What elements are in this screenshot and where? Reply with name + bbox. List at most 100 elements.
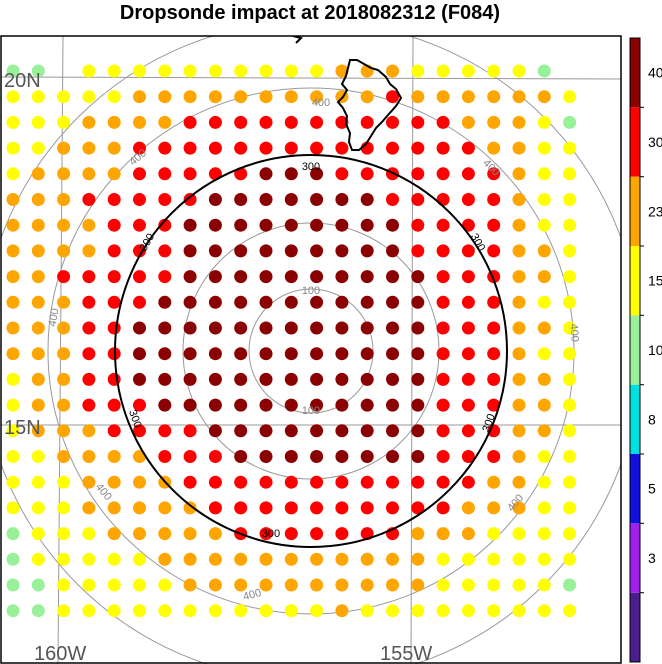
impact-dot-orange bbox=[335, 578, 349, 592]
impact-dot-darkred bbox=[284, 270, 298, 284]
impact-dot-yellow bbox=[57, 578, 71, 592]
impact-dot-red bbox=[310, 475, 324, 489]
impact-dot-red bbox=[234, 115, 248, 129]
impact-dot-orange bbox=[31, 244, 45, 258]
impact-dot-red bbox=[82, 295, 96, 309]
impact-dot-red bbox=[57, 270, 71, 284]
impact-dot-orange bbox=[512, 90, 526, 104]
impact-dot-red bbox=[183, 167, 197, 181]
impact-dot-orange bbox=[82, 501, 96, 515]
impact-dot-red bbox=[360, 475, 374, 489]
impact-dot-yellow bbox=[563, 552, 577, 566]
big-island-coastline bbox=[336, 59, 403, 151]
impact-dot-orange bbox=[310, 90, 324, 104]
impact-dot-orange bbox=[411, 527, 425, 541]
impact-dot-red bbox=[82, 321, 96, 335]
impact-dot-darkred bbox=[183, 244, 197, 258]
impact-dot-darkred bbox=[411, 347, 425, 361]
impact-dot-darkred bbox=[360, 295, 374, 309]
impact-dot-darkred bbox=[208, 295, 222, 309]
impact-dot-orange bbox=[31, 167, 45, 181]
impact-dot-red bbox=[461, 167, 475, 181]
impact-dot-orange bbox=[512, 347, 526, 361]
impact-dot-orange bbox=[6, 244, 20, 258]
impact-dot-darkred bbox=[259, 347, 273, 361]
impact-dot-red bbox=[208, 501, 222, 515]
impact-dot-darkred bbox=[284, 295, 298, 309]
impact-dot-red bbox=[310, 141, 324, 155]
impact-dot-darkred bbox=[133, 321, 146, 335]
impact-dot-darkred bbox=[208, 347, 222, 361]
impact-dot-yellow bbox=[133, 604, 146, 618]
impact-dot-red bbox=[411, 193, 425, 206]
impact-dot-darkred bbox=[158, 398, 172, 412]
impact-dot-orange bbox=[487, 501, 501, 515]
impact-dot-orange bbox=[6, 347, 20, 361]
impact-dot-darkred bbox=[411, 398, 425, 412]
impact-dot-darkred bbox=[335, 321, 349, 335]
impact-dot-yellow bbox=[537, 141, 551, 155]
impact-dot-darkred bbox=[335, 450, 349, 463]
impact-dot-orange bbox=[310, 552, 324, 566]
colorbar-swatch bbox=[630, 315, 640, 385]
impact-dot-red bbox=[133, 193, 146, 206]
impact-dot-red bbox=[82, 193, 96, 206]
impact-dot-orange bbox=[386, 578, 399, 592]
impact-dot-orange bbox=[411, 578, 425, 592]
impact-dot-red bbox=[436, 372, 450, 386]
impact-dot-orange bbox=[512, 424, 526, 438]
impact-dot-lightgreen bbox=[31, 578, 45, 592]
impact-dot-yellow bbox=[6, 115, 20, 129]
impact-dot-darkred bbox=[310, 270, 324, 284]
impact-dot-orange bbox=[6, 295, 20, 309]
impact-dot-darkred bbox=[158, 321, 172, 335]
impact-dot-darkred bbox=[259, 424, 273, 438]
impact-dot-orange bbox=[158, 90, 172, 104]
impact-dot-yellow bbox=[487, 64, 501, 78]
impact-dot-orange bbox=[183, 578, 197, 592]
impact-dot-red bbox=[487, 347, 501, 361]
impact-dot-orange bbox=[335, 64, 349, 78]
impact-dot-yellow bbox=[537, 295, 551, 309]
impact-dot-red bbox=[461, 450, 475, 463]
impact-dot-yellow bbox=[259, 64, 273, 78]
impact-dot-red bbox=[310, 527, 324, 541]
impact-dot-darkred bbox=[360, 218, 374, 232]
impact-dot-darkred bbox=[133, 372, 146, 386]
impact-dot-yellow bbox=[537, 115, 551, 129]
impact-dot-red bbox=[133, 244, 146, 258]
impact-dot-red bbox=[461, 424, 475, 438]
impact-dot-red bbox=[234, 167, 248, 181]
impact-dot-darkred bbox=[183, 398, 197, 412]
impact-dot-orange bbox=[386, 64, 399, 78]
impact-dot-red bbox=[461, 347, 475, 361]
impact-dot-yellow bbox=[107, 604, 121, 618]
impact-dot-yellow bbox=[537, 552, 551, 566]
impact-dot-red bbox=[436, 501, 450, 515]
impact-dot-orange bbox=[133, 90, 146, 104]
impact-dot-red bbox=[487, 167, 501, 181]
impact-dot-orange bbox=[183, 90, 197, 104]
impact-dot-yellow bbox=[6, 424, 20, 438]
impact-dot-yellow bbox=[411, 64, 425, 78]
impact-dot-orange bbox=[82, 450, 96, 463]
impact-dot-darkred bbox=[411, 321, 425, 335]
impact-dot-orange bbox=[259, 552, 273, 566]
impact-dot-orange bbox=[158, 501, 172, 515]
impact-dot-orange bbox=[133, 501, 146, 515]
impact-dot-yellow bbox=[411, 604, 425, 618]
impact-dot-red bbox=[487, 398, 501, 412]
impact-dot-yellow bbox=[360, 604, 374, 618]
impact-dot-orange bbox=[512, 372, 526, 386]
impact-dot-red bbox=[259, 475, 273, 489]
impact-dot-yellow bbox=[82, 64, 96, 78]
impact-dot-yellow bbox=[563, 604, 577, 618]
impact-dot-orange bbox=[107, 450, 121, 463]
impact-dot-yellow bbox=[31, 552, 45, 566]
impact-dot-yellow bbox=[563, 167, 577, 181]
impact-dot-red bbox=[360, 501, 374, 515]
impact-dot-yellow bbox=[436, 552, 450, 566]
ring-label-100-bottom: 100 bbox=[302, 405, 320, 417]
impact-dot-yellow bbox=[563, 90, 577, 104]
impact-dot-darkred bbox=[208, 270, 222, 284]
